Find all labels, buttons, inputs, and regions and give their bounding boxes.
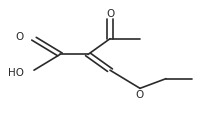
Text: HO: HO (8, 68, 24, 78)
Text: O: O (106, 9, 114, 19)
Text: O: O (135, 90, 143, 100)
Text: O: O (15, 32, 23, 42)
